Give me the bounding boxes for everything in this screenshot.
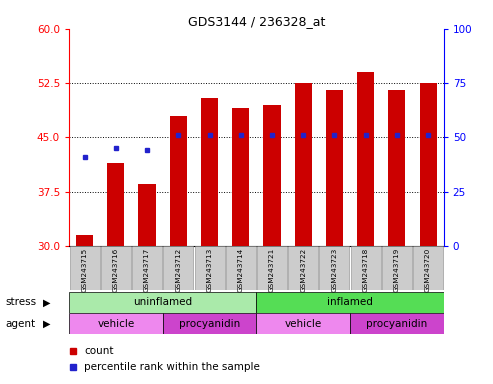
- Bar: [288, 246, 318, 290]
- Text: GSM243713: GSM243713: [207, 248, 212, 292]
- Bar: [69, 292, 256, 313]
- Bar: [163, 313, 256, 334]
- Bar: [76, 235, 93, 246]
- Text: ▶: ▶: [42, 318, 50, 329]
- Bar: [295, 83, 312, 246]
- Text: percentile rank within the sample: percentile rank within the sample: [84, 362, 260, 372]
- Text: stress: stress: [5, 297, 36, 308]
- Bar: [139, 184, 156, 246]
- Bar: [256, 292, 444, 313]
- Text: GSM243714: GSM243714: [238, 248, 244, 292]
- Title: GDS3144 / 236328_at: GDS3144 / 236328_at: [188, 15, 325, 28]
- Bar: [388, 90, 405, 246]
- Bar: [413, 246, 443, 290]
- Bar: [195, 246, 224, 290]
- Bar: [170, 116, 187, 246]
- Bar: [69, 313, 163, 334]
- Text: vehicle: vehicle: [284, 318, 322, 329]
- Bar: [70, 246, 100, 290]
- Bar: [326, 90, 343, 246]
- Text: GSM243712: GSM243712: [176, 248, 181, 292]
- Text: uninflamed: uninflamed: [133, 297, 192, 308]
- Text: GSM243715: GSM243715: [82, 248, 88, 292]
- Text: GSM243720: GSM243720: [425, 248, 431, 292]
- Bar: [256, 313, 350, 334]
- Text: count: count: [84, 346, 113, 356]
- Bar: [319, 246, 350, 290]
- Text: GSM243721: GSM243721: [269, 248, 275, 292]
- Text: GSM243717: GSM243717: [144, 248, 150, 292]
- Bar: [257, 246, 287, 290]
- Text: GSM243718: GSM243718: [363, 248, 369, 292]
- Text: procyanidin: procyanidin: [366, 318, 427, 329]
- Text: ▶: ▶: [42, 297, 50, 308]
- Bar: [350, 313, 444, 334]
- Bar: [226, 246, 256, 290]
- Bar: [107, 162, 124, 246]
- Text: agent: agent: [5, 318, 35, 329]
- Bar: [132, 246, 162, 290]
- Bar: [382, 246, 412, 290]
- Text: inflamed: inflamed: [327, 297, 373, 308]
- Bar: [357, 72, 374, 246]
- Text: GSM243719: GSM243719: [394, 248, 400, 292]
- Bar: [351, 246, 381, 290]
- Text: procyanidin: procyanidin: [179, 318, 240, 329]
- Text: vehicle: vehicle: [97, 318, 135, 329]
- Text: GSM243723: GSM243723: [331, 248, 337, 292]
- Bar: [420, 83, 437, 246]
- Bar: [232, 108, 249, 246]
- Bar: [163, 246, 193, 290]
- Text: GSM243722: GSM243722: [300, 248, 306, 292]
- Text: GSM243716: GSM243716: [113, 248, 119, 292]
- Bar: [101, 246, 131, 290]
- Bar: [201, 98, 218, 246]
- Bar: [263, 105, 281, 246]
